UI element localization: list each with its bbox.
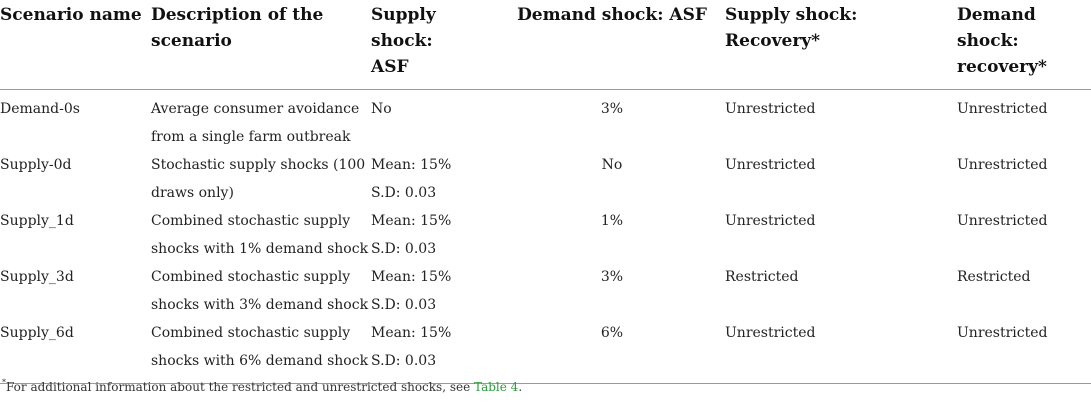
cell-supply-recovery: Unrestricted xyxy=(725,319,957,384)
table-row: Demand-0s Average consumer avoidance from … xyxy=(0,90,1091,152)
cell-supply-asf-line: S.D: 0.03 xyxy=(371,241,437,257)
header-demand-recovery-line: recovery* xyxy=(957,57,1047,77)
cell-description-line: shocks with 6% demand shock xyxy=(151,353,369,369)
cell-scenario-name: Supply_1d xyxy=(0,213,74,229)
cell-supply-recovery: Unrestricted xyxy=(725,101,816,117)
header-demand-asf: Demand shock: ASF xyxy=(499,0,725,90)
cell-supply-asf-line: Mean: 15% xyxy=(371,213,452,229)
cell-demand-recovery: Unrestricted xyxy=(957,213,1048,229)
cell-scenario-name: Supply-0d xyxy=(0,157,72,173)
cell-demand-asf: 6% xyxy=(499,319,725,384)
table-body: Demand-0s Average consumer avoidance from … xyxy=(0,90,1091,384)
header-supply-recovery: Supply shock: Recovery* xyxy=(725,0,957,90)
header-description: Description of the scenario xyxy=(148,0,371,90)
cell-description-line: Average consumer avoidance xyxy=(151,101,360,117)
cell-demand-recovery: Unrestricted xyxy=(957,319,1091,384)
cell-supply-asf-line: S.D: 0.03 xyxy=(371,185,437,201)
cell-scenario-name: Supply_6d xyxy=(0,319,148,384)
table-row: Supply-0d Stochastic supply shocks (100 dr… xyxy=(0,151,1091,207)
cell-supply-asf-line: S.D: 0.03 xyxy=(371,353,437,369)
cell-supply-asf-line: Mean: 15% xyxy=(371,157,452,173)
cell-description: Combined stochastic supply shocks with 1%… xyxy=(148,207,371,263)
cell-supply-asf: Mean: 15% S.D: 0.03 xyxy=(371,319,499,384)
cell-description-line: Combined stochastic supply xyxy=(151,269,351,285)
header-scenario-name: Scenario name xyxy=(0,0,148,90)
cell-demand-asf: 1% xyxy=(600,213,624,229)
cell-description: Combined stochastic supply shocks with 3%… xyxy=(148,263,371,319)
cell-scenario-name: Supply_3d xyxy=(0,269,74,285)
cell-description: Combined stochastic supply shocks with 6%… xyxy=(148,319,371,384)
header-demand-recovery: Demand shock: recovery* xyxy=(957,0,1091,90)
cell-supply-recovery: Unrestricted xyxy=(725,213,816,229)
table-row: Supply_1d Combined stochastic supply shock… xyxy=(0,207,1091,263)
cell-demand-recovery: Unrestricted xyxy=(957,101,1048,117)
footnote-end: . xyxy=(518,380,523,394)
scenario-table: Scenario name Description of the scenari… xyxy=(0,0,1091,384)
cell-scenario-name: Demand-0s xyxy=(0,101,80,117)
cell-description-line: from a single farm outbreak xyxy=(151,129,351,145)
cell-supply-asf-line: ​ xyxy=(371,123,499,151)
cell-description-line: draws only) xyxy=(151,185,234,201)
cell-supply-asf-line: Mean: 15% xyxy=(371,325,452,341)
header-description-line: scenario xyxy=(151,31,232,51)
cell-demand-recovery: Restricted xyxy=(957,269,1031,285)
table-footnote: *For additional information about the re… xyxy=(2,378,523,394)
cell-description-line: shocks with 3% demand shock xyxy=(151,297,369,313)
cell-supply-asf-line: S.D: 0.03 xyxy=(371,297,437,313)
cell-supply-asf: Mean: 15% S.D: 0.03 xyxy=(371,207,499,263)
cell-supply-recovery: Restricted xyxy=(725,269,799,285)
footnote-marker: * xyxy=(2,378,6,387)
header-demand-recovery-line: Demand shock: xyxy=(957,5,1036,51)
cell-supply-asf-line: No xyxy=(371,101,392,117)
table-4-link[interactable]: Table 4 xyxy=(474,380,519,394)
footnote-text: For additional information about the res… xyxy=(6,380,475,394)
header-supply-asf-line: Supply shock: xyxy=(371,5,436,51)
cell-demand-asf: No xyxy=(601,157,623,173)
cell-description-line: Stochastic supply shocks (100 xyxy=(151,157,366,173)
cell-supply-asf: No ​ xyxy=(371,90,499,152)
table-row: Supply_6d Combined stochastic supply shock… xyxy=(0,319,1091,384)
header-supply-asf-line: ASF xyxy=(371,57,409,77)
cell-demand-asf: 3% xyxy=(600,269,624,285)
table-header-row: Scenario name Description of the scenari… xyxy=(0,0,1091,90)
cell-supply-recovery: Unrestricted xyxy=(725,157,816,173)
cell-demand-recovery: Unrestricted xyxy=(957,157,1048,173)
cell-demand-asf: 3% xyxy=(600,101,624,117)
cell-description-line: shocks with 1% demand shock xyxy=(151,241,369,257)
cell-supply-asf-line: Mean: 15% xyxy=(371,269,452,285)
cell-description-line: Combined stochastic supply xyxy=(151,213,351,229)
table-row: Supply_3d Combined stochastic supply shock… xyxy=(0,263,1091,319)
cell-description-line: Combined stochastic supply xyxy=(151,325,351,341)
cell-supply-asf: Mean: 15% S.D: 0.03 xyxy=(371,151,499,207)
header-supply-asf: Supply shock: ASF xyxy=(371,0,499,90)
cell-supply-asf: Mean: 15% S.D: 0.03 xyxy=(371,263,499,319)
cell-description: Average consumer avoidance from a single … xyxy=(148,90,371,152)
header-description-line: Description of the xyxy=(151,5,324,25)
cell-description: Stochastic supply shocks (100 draws only) xyxy=(148,151,371,207)
